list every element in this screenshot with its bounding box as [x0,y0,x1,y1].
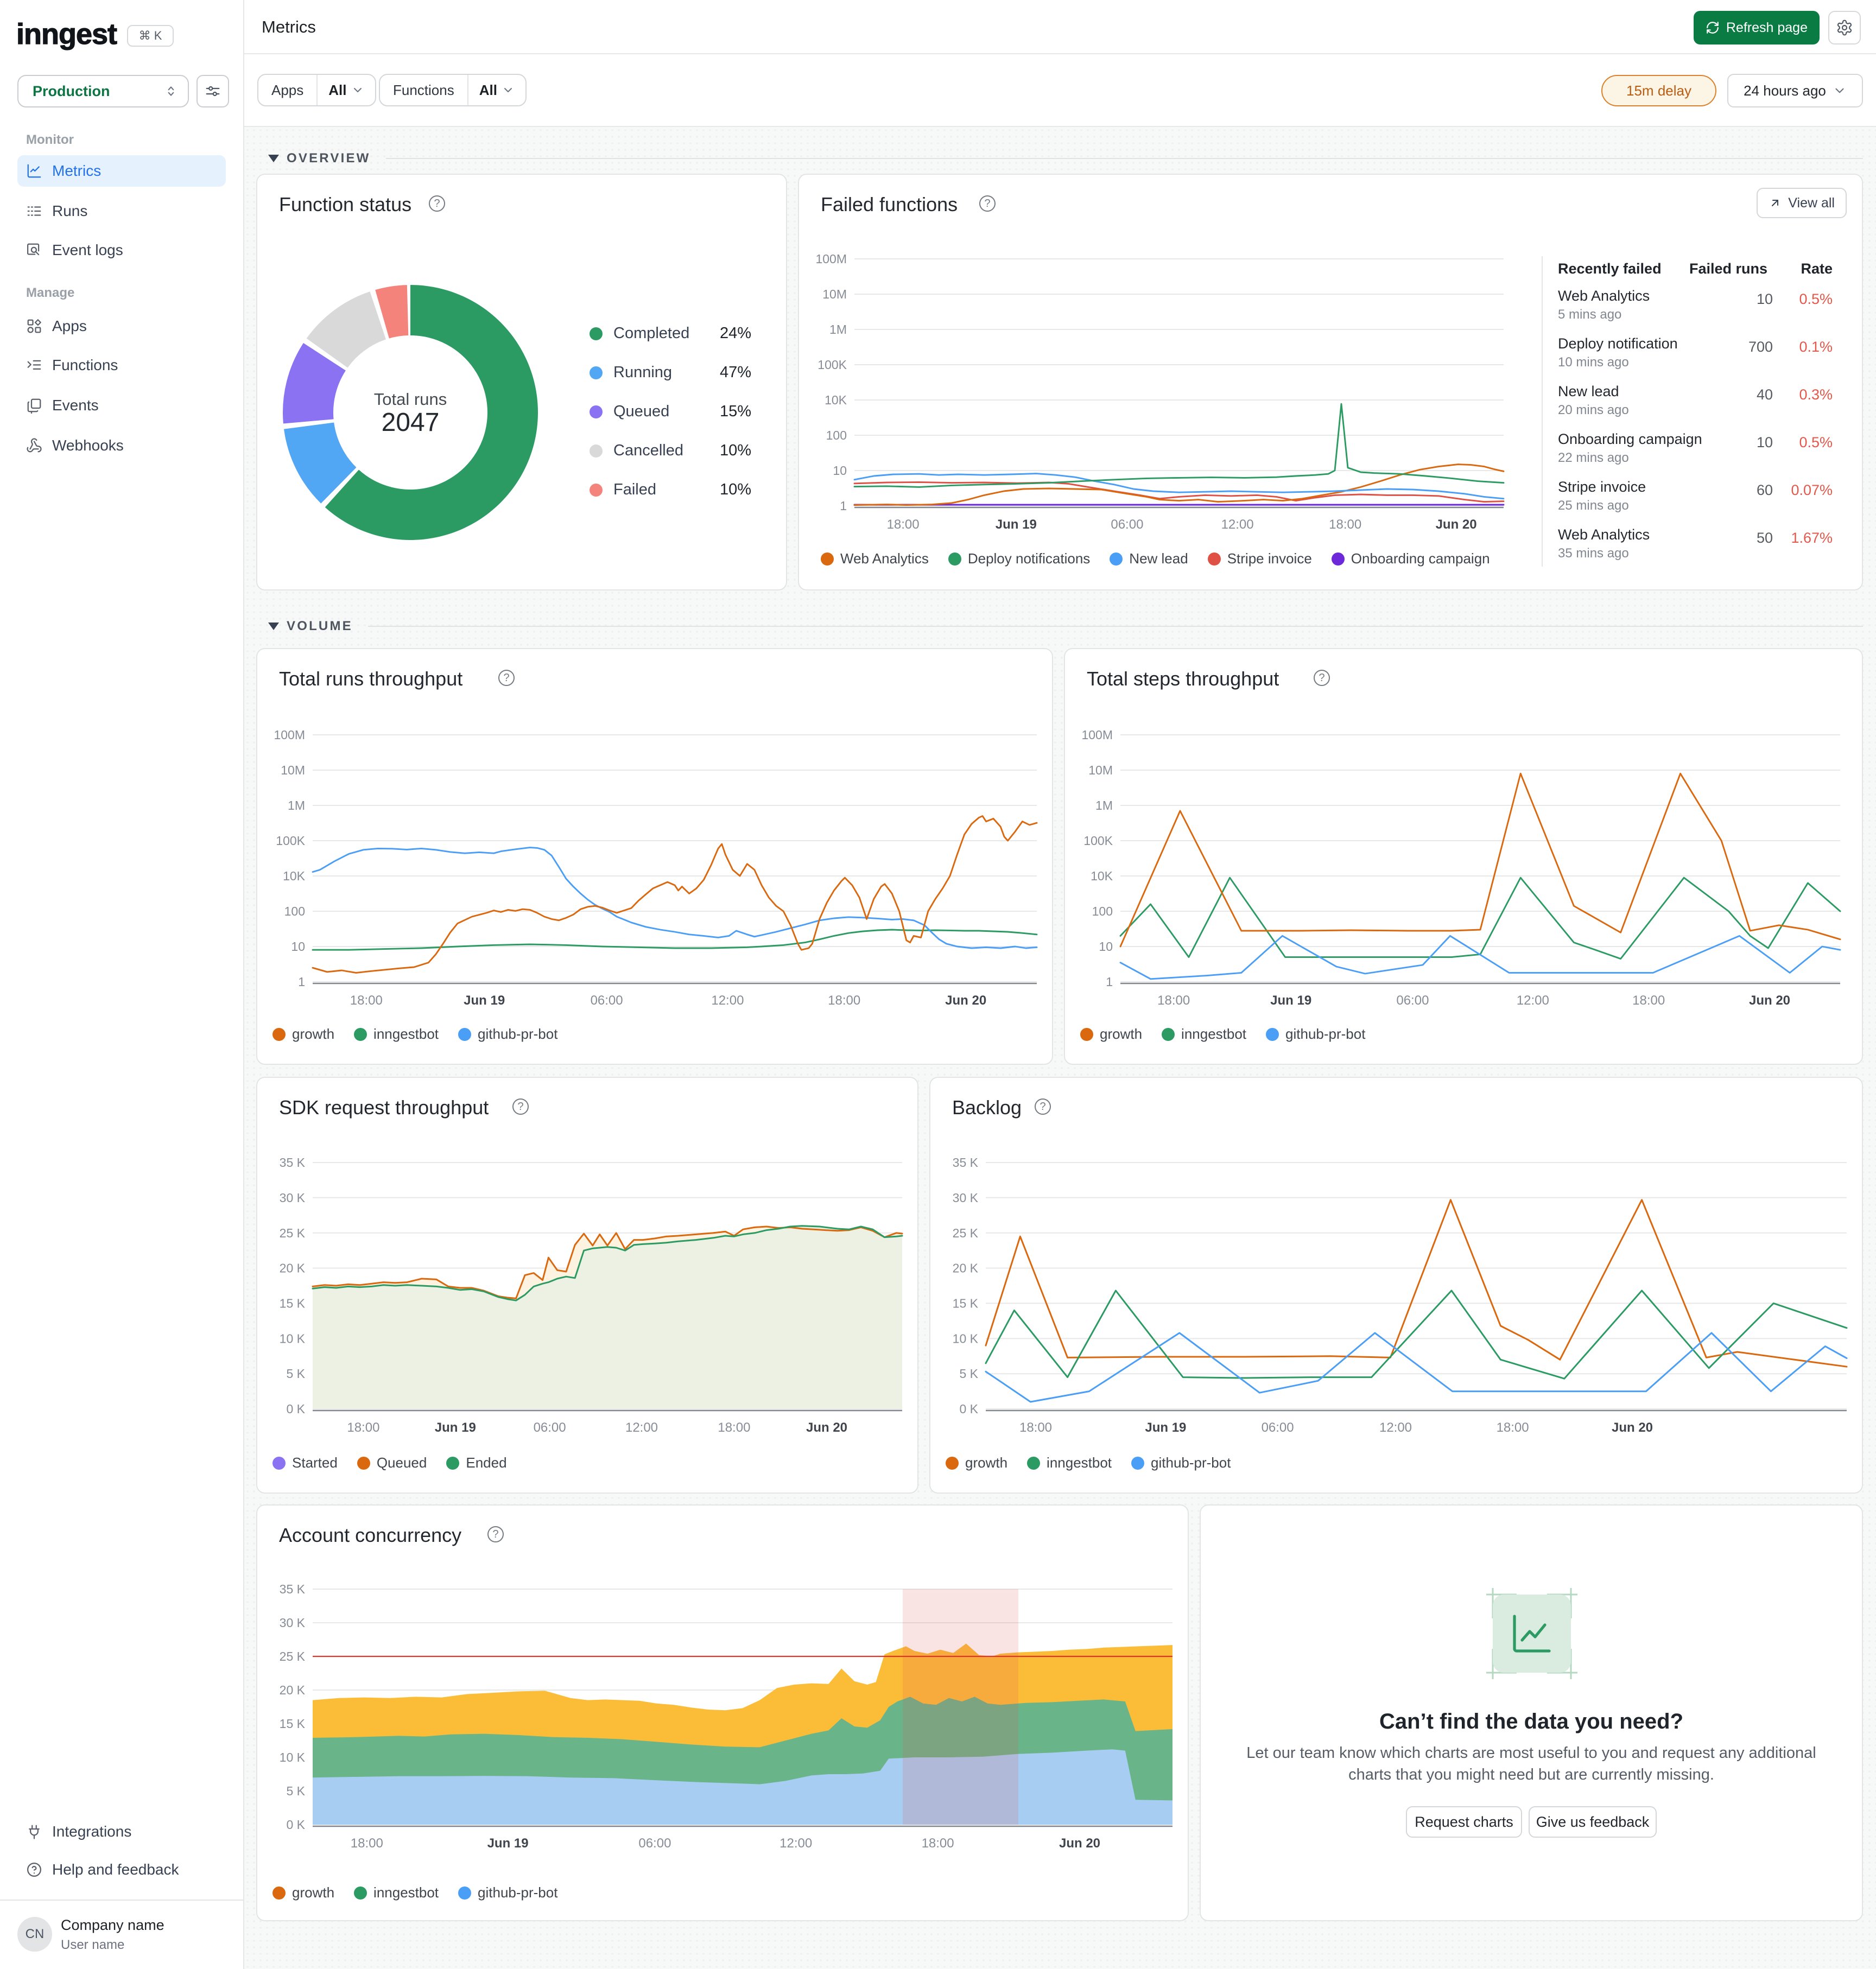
svg-text:10M: 10M [281,763,305,777]
svg-text:18:00: 18:00 [1019,1420,1052,1435]
svg-text:12:00: 12:00 [711,993,744,1008]
svg-text:30 K: 30 K [280,1191,306,1205]
svg-text:10M: 10M [1088,763,1113,777]
svg-text:5 K: 5 K [286,1367,305,1381]
svg-text:100K: 100K [1083,834,1113,848]
svg-text:35 K: 35 K [280,1582,306,1596]
svg-text:18:00: 18:00 [828,993,860,1008]
svg-text:25 K: 25 K [953,1226,979,1240]
svg-text:5 K: 5 K [959,1367,978,1381]
svg-text:2047: 2047 [382,408,440,437]
svg-text:25 K: 25 K [280,1226,306,1240]
svg-text:Jun 20: Jun 20 [945,993,986,1008]
svg-text:18:00: 18:00 [922,1836,954,1851]
svg-text:Jun 19: Jun 19 [996,517,1037,532]
svg-text:12:00: 12:00 [1221,517,1254,532]
svg-text:18:00: 18:00 [347,1420,379,1435]
svg-text:Jun 20: Jun 20 [1059,1836,1100,1851]
svg-text:10 K: 10 K [280,1750,306,1764]
svg-text:06:00: 06:00 [591,993,623,1008]
svg-text:15 K: 15 K [280,1296,306,1310]
svg-text:0 K: 0 K [959,1402,978,1416]
svg-text:100K: 100K [817,358,847,372]
svg-text:5 K: 5 K [286,1784,305,1798]
svg-text:15 K: 15 K [953,1296,979,1310]
svg-text:Jun 20: Jun 20 [1436,517,1477,532]
svg-text:10 K: 10 K [953,1331,979,1345]
svg-text:1: 1 [840,499,847,513]
svg-text:20 K: 20 K [280,1683,306,1697]
svg-text:0 K: 0 K [286,1402,305,1416]
svg-text:18:00: 18:00 [351,1836,383,1851]
svg-text:30 K: 30 K [953,1191,979,1205]
svg-text:06:00: 06:00 [1111,517,1143,532]
svg-text:1M: 1M [288,798,305,812]
svg-text:18:00: 18:00 [1157,993,1190,1008]
svg-text:1: 1 [1106,975,1113,989]
svg-text:1: 1 [298,975,305,989]
svg-text:10K: 10K [1091,869,1113,883]
svg-text:0 K: 0 K [286,1818,305,1832]
svg-text:18:00: 18:00 [1329,517,1361,532]
svg-text:Total runs: Total runs [374,390,447,409]
svg-text:10: 10 [833,463,847,478]
svg-text:100M: 100M [274,728,305,742]
svg-text:06:00: 06:00 [1262,1420,1294,1435]
svg-text:Jun 20: Jun 20 [1749,993,1790,1008]
svg-text:100: 100 [826,428,847,442]
svg-text:06:00: 06:00 [638,1836,671,1851]
svg-text:12:00: 12:00 [779,1836,812,1851]
svg-text:Jun 19: Jun 19 [487,1836,529,1851]
svg-text:1M: 1M [1095,798,1113,812]
svg-text:Jun 19: Jun 19 [435,1420,476,1435]
svg-text:15 K: 15 K [280,1717,306,1731]
svg-text:35 K: 35 K [280,1155,306,1170]
svg-text:30 K: 30 K [280,1616,306,1630]
svg-text:Jun 20: Jun 20 [806,1420,847,1435]
svg-text:10: 10 [291,939,305,954]
svg-text:18:00: 18:00 [887,517,920,532]
svg-text:18:00: 18:00 [1497,1420,1529,1435]
svg-text:12:00: 12:00 [625,1420,658,1435]
svg-text:Jun 19: Jun 19 [1145,1420,1186,1435]
svg-text:Jun 19: Jun 19 [464,993,505,1008]
svg-text:1M: 1M [829,322,847,336]
svg-text:25 K: 25 K [280,1649,306,1663]
svg-text:12:00: 12:00 [1379,1420,1412,1435]
svg-text:Jun 20: Jun 20 [1612,1420,1653,1435]
svg-text:10M: 10M [822,287,847,301]
svg-text:06:00: 06:00 [534,1420,566,1435]
svg-text:10K: 10K [825,393,847,407]
svg-text:20 K: 20 K [280,1261,306,1275]
svg-text:100K: 100K [276,834,305,848]
svg-text:10K: 10K [283,869,306,883]
svg-text:18:00: 18:00 [718,1420,750,1435]
svg-text:18:00: 18:00 [350,993,383,1008]
svg-text:10: 10 [1099,939,1113,954]
svg-text:Jun 19: Jun 19 [1270,993,1311,1008]
svg-text:100M: 100M [815,252,847,266]
svg-text:10 K: 10 K [280,1331,306,1345]
svg-text:12:00: 12:00 [1517,993,1549,1008]
svg-text:100: 100 [284,904,305,918]
svg-text:18:00: 18:00 [1632,993,1665,1008]
svg-text:35 K: 35 K [953,1155,979,1170]
svg-text:06:00: 06:00 [1396,993,1429,1008]
svg-text:100: 100 [1092,904,1113,918]
svg-text:100M: 100M [1081,728,1113,742]
svg-text:20 K: 20 K [953,1261,979,1275]
